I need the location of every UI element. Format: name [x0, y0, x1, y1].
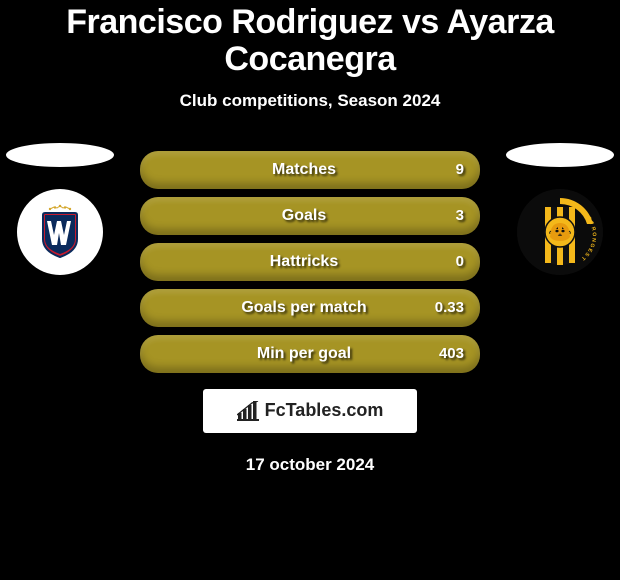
stat-value: 9: [428, 161, 464, 178]
stat-row: Hattricks 0: [140, 243, 480, 281]
comparison-card: Francisco Rodriguez vs Ayarza Cocanegra …: [0, 0, 620, 475]
stat-label: Matches: [140, 161, 428, 179]
stat-label: Min per goal: [140, 345, 428, 363]
stat-value: 0: [428, 253, 464, 270]
right-club-logo: T H E S T R O N G E S T: [517, 189, 603, 275]
page-subtitle: Club competitions, Season 2024: [0, 91, 620, 111]
branding-box[interactable]: FcTables.com: [203, 389, 417, 433]
left-club-logo: [17, 189, 103, 275]
stat-row: Matches 9: [140, 151, 480, 189]
date-line: 17 october 2024: [0, 455, 620, 475]
stat-value: 3: [428, 207, 464, 224]
stat-row: Goals 3: [140, 197, 480, 235]
main-area: T H E S T R O N G E S T: [0, 151, 620, 475]
branding-text: FcTables.com: [265, 400, 384, 421]
left-player-column: [6, 143, 114, 275]
stat-label: Goals: [140, 207, 428, 225]
the-strongest-logo-icon: T H E S T R O N G E S T: [517, 189, 603, 275]
stat-row: Goals per match 0.33: [140, 289, 480, 327]
page-title: Francisco Rodriguez vs Ayarza Cocanegra: [0, 4, 620, 79]
right-player-photo: [506, 143, 614, 167]
stat-row: Min per goal 403: [140, 335, 480, 373]
stat-label: Goals per match: [140, 299, 428, 317]
svg-text:O: O: [591, 232, 598, 237]
right-player-column: T H E S T R O N G E S T: [506, 143, 614, 275]
svg-text:N: N: [590, 238, 596, 242]
stat-value: 403: [428, 345, 464, 362]
bar-chart-icon: [237, 401, 259, 421]
left-player-photo: [6, 143, 114, 167]
stat-value: 0.33: [428, 299, 464, 316]
wilstermann-logo-icon: [25, 197, 95, 267]
stat-label: Hattricks: [140, 253, 428, 271]
stats-block: Matches 9 Goals 3 Hattricks 0 Goals per …: [140, 151, 480, 373]
